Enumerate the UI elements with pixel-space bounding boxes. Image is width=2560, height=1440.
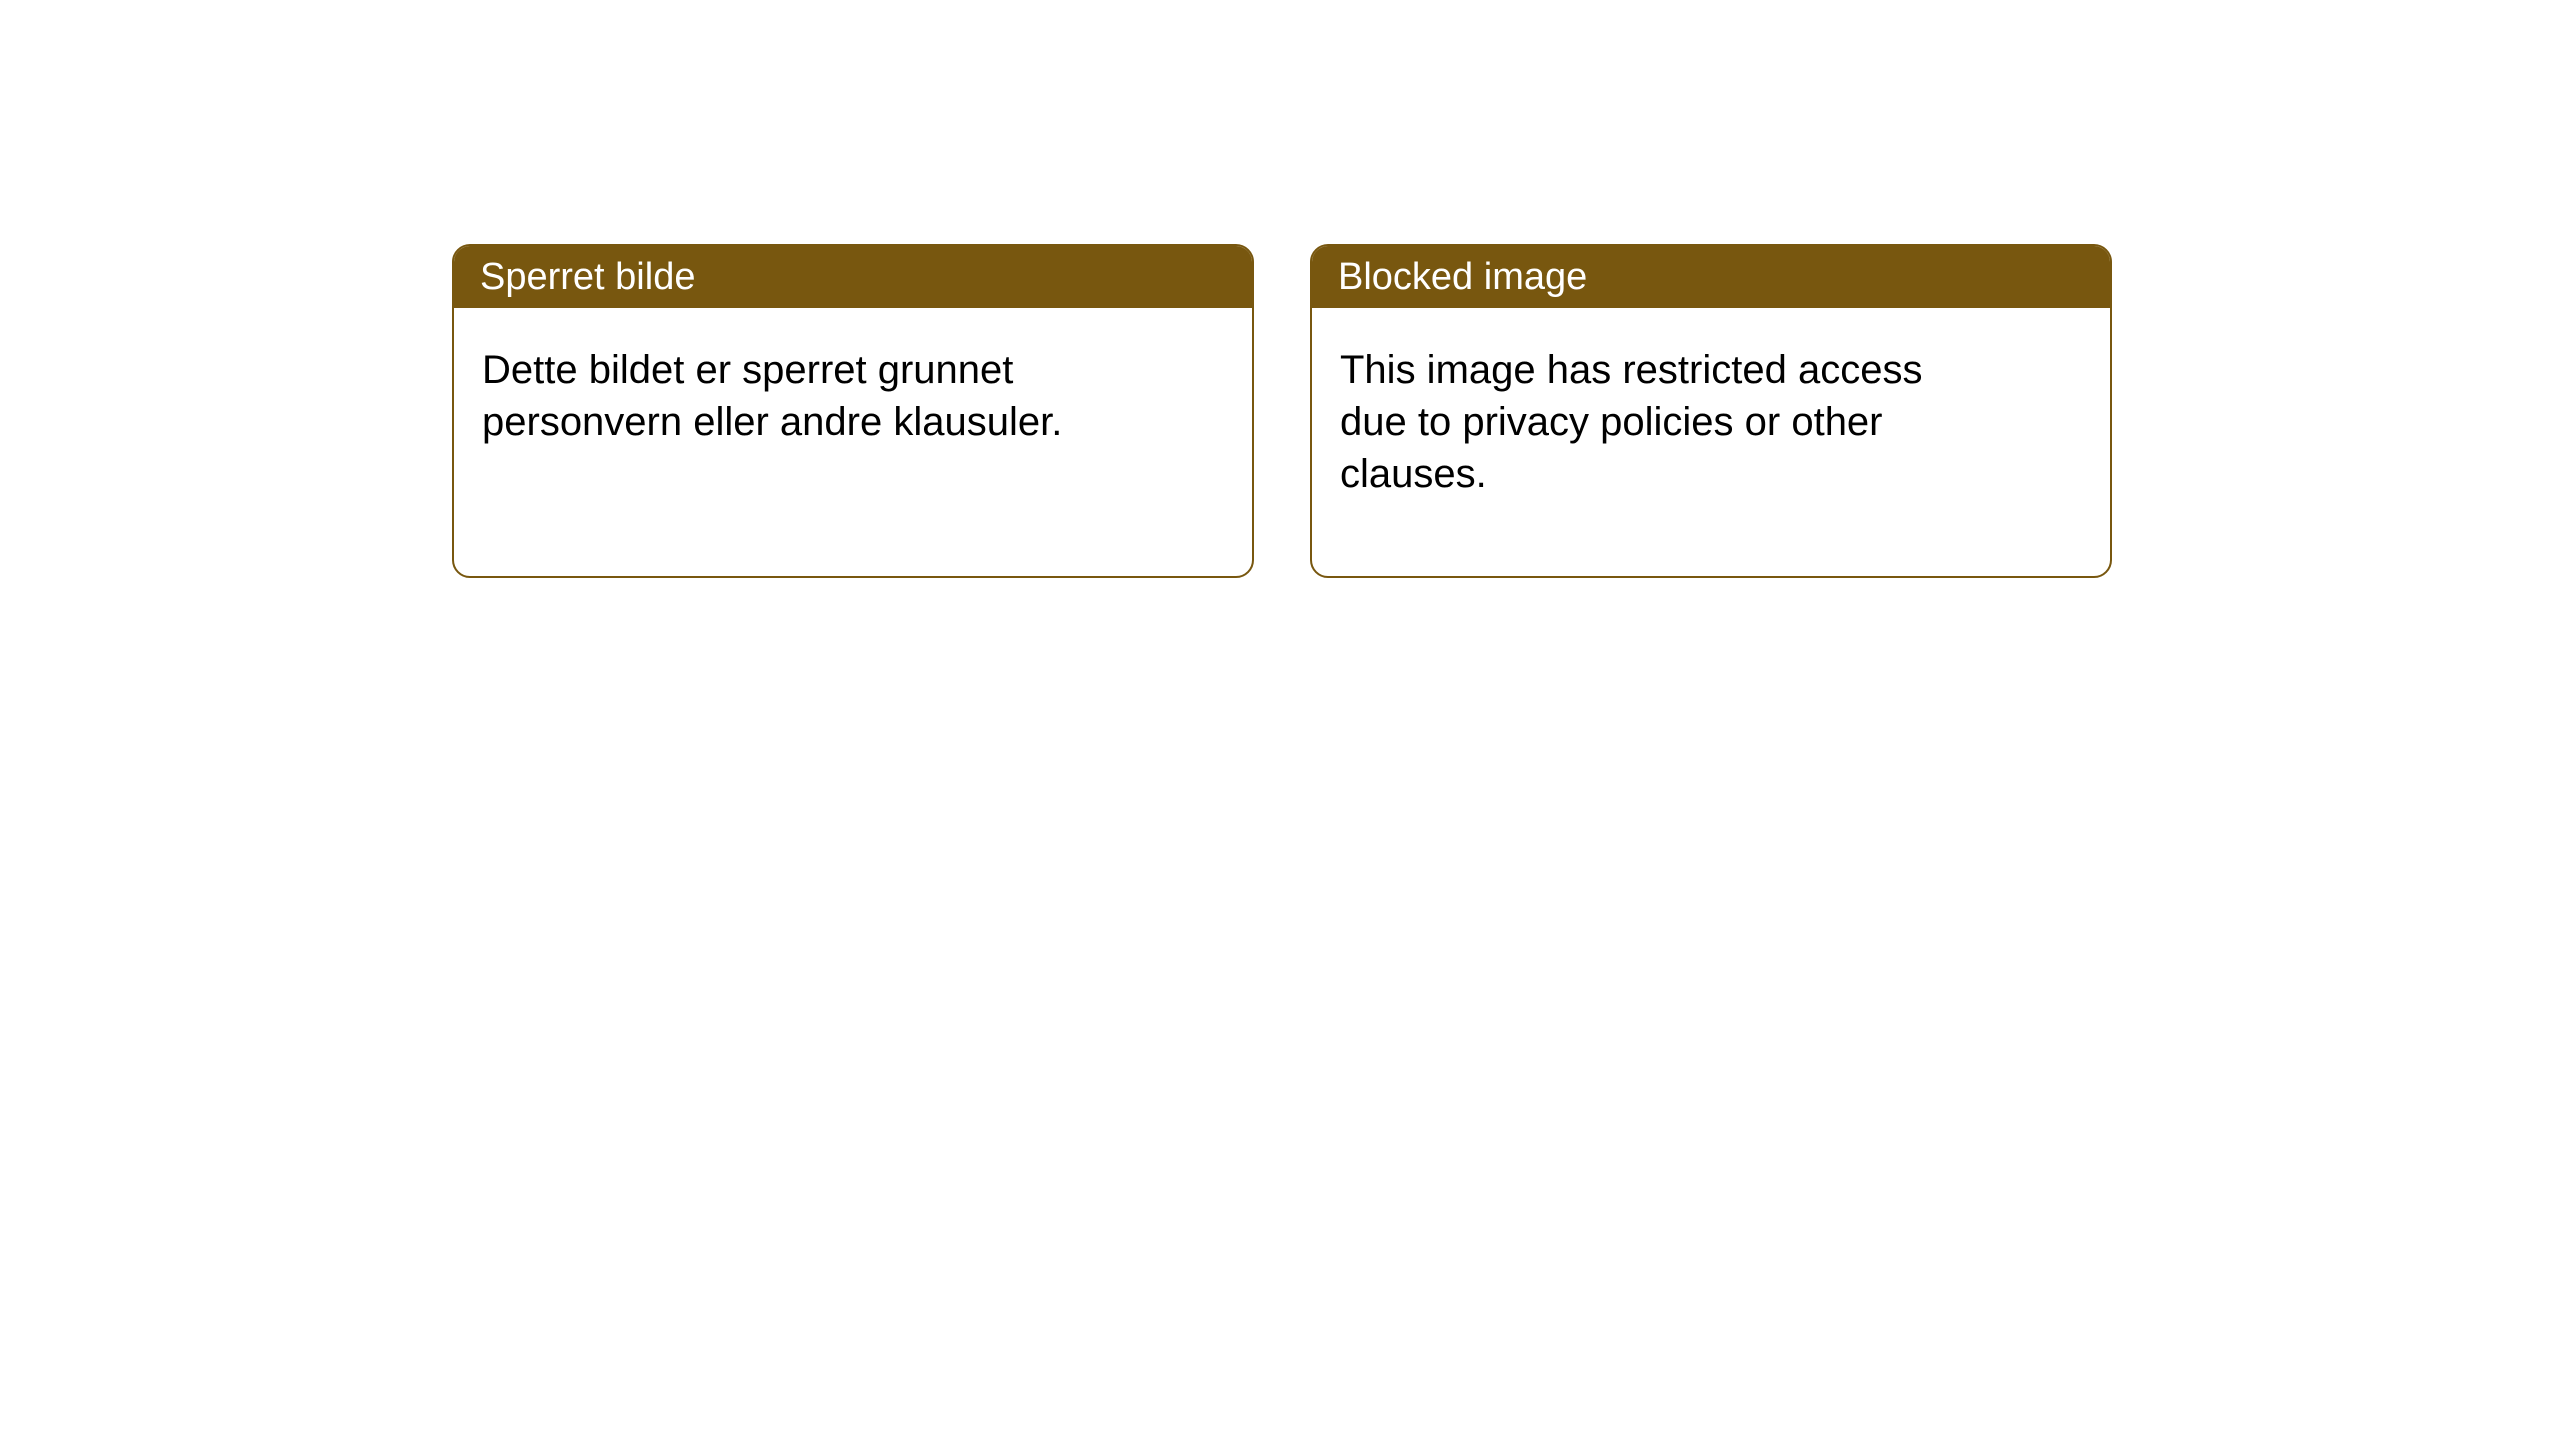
notice-card-english: Blocked image This image has restricted … — [1310, 244, 2112, 578]
notice-header: Blocked image — [1312, 246, 2110, 308]
notice-title: Blocked image — [1338, 256, 1587, 299]
notice-body: Dette bildet er sperret grunnet personve… — [454, 308, 1154, 484]
notice-body-text: Dette bildet er sperret grunnet personve… — [482, 348, 1062, 444]
notice-body: This image has restricted access due to … — [1312, 308, 2012, 536]
notice-title: Sperret bilde — [480, 256, 695, 299]
notice-body-text: This image has restricted access due to … — [1340, 348, 1922, 496]
notice-container: Sperret bilde Dette bildet er sperret gr… — [0, 0, 2560, 578]
notice-header: Sperret bilde — [454, 246, 1252, 308]
notice-card-norwegian: Sperret bilde Dette bildet er sperret gr… — [452, 244, 1254, 578]
